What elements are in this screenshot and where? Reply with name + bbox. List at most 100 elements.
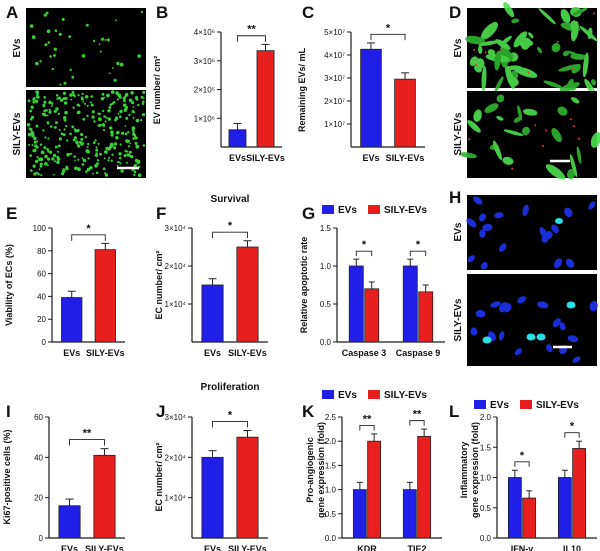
ev-dot bbox=[484, 51, 487, 54]
bar-evs bbox=[360, 48, 382, 148]
x-tick-label: SILY-EVs bbox=[86, 348, 125, 358]
vesicle-dot bbox=[113, 142, 118, 146]
vesicle-dot bbox=[47, 122, 50, 125]
bar-sily-evs bbox=[256, 50, 275, 148]
ev-dot bbox=[577, 137, 580, 140]
ev-dot bbox=[592, 12, 595, 15]
vesicle-dot bbox=[92, 141, 96, 145]
endothelial-cell bbox=[587, 27, 593, 40]
nucleus bbox=[552, 318, 561, 328]
vesicle-dot bbox=[54, 145, 58, 149]
nucleus bbox=[494, 212, 504, 219]
y-axis-label: Ki67-positive cells (%) bbox=[2, 429, 12, 524]
significance-bracket bbox=[212, 420, 248, 428]
vesicle-dot bbox=[134, 141, 138, 145]
vesicle-dot bbox=[115, 91, 119, 95]
x-tick-label: SILY-EVs bbox=[85, 544, 124, 551]
nucleus bbox=[504, 303, 512, 313]
x-tick-label: EVs bbox=[204, 544, 221, 551]
vesicle-dot bbox=[40, 174, 43, 177]
vesicle-dot bbox=[82, 117, 86, 121]
vesicle-dot bbox=[52, 173, 55, 176]
significance-bracket bbox=[69, 439, 105, 446]
vesicle-dot bbox=[119, 62, 124, 67]
chart-i: 0 20 40 60 Ki67-positive cells (%) EVs SILY-EV… bbox=[2, 413, 125, 551]
vesicle-dot bbox=[97, 124, 100, 127]
x-tick-label: EVs bbox=[362, 153, 379, 163]
vesicle-dot bbox=[103, 115, 106, 118]
micrograph-label: EVs bbox=[453, 38, 464, 57]
y-tick-label: 100 bbox=[33, 224, 47, 233]
endothelial-cell bbox=[492, 140, 503, 161]
vesicle-dot bbox=[94, 163, 98, 168]
vesicle-dot bbox=[33, 140, 37, 144]
vesicle-dot bbox=[60, 132, 64, 136]
vesicle-dot bbox=[93, 39, 96, 43]
vesicle-dot bbox=[101, 37, 105, 40]
significance-bracket bbox=[370, 33, 406, 41]
y-axis-label-line: Pro-angiogenic bbox=[305, 437, 315, 503]
vesicle-dot bbox=[137, 103, 140, 107]
micrograph-label: SILY-EVs bbox=[453, 112, 464, 155]
vesicle-dot bbox=[117, 94, 121, 97]
significance-marker: * bbox=[416, 239, 421, 251]
vesicle-dot bbox=[134, 163, 137, 167]
ki67-positive-nucleus bbox=[555, 218, 563, 224]
vesicle-dot bbox=[134, 136, 138, 140]
ki67-positive-nucleus bbox=[526, 333, 536, 341]
vesicle-dot bbox=[46, 29, 51, 33]
vesicle-dot bbox=[140, 119, 143, 122]
vesicle-dot bbox=[107, 159, 110, 162]
significance-marker: ** bbox=[413, 409, 422, 421]
vesicle-dot bbox=[124, 149, 128, 153]
vesicle-dot bbox=[132, 132, 136, 137]
endothelial-cell bbox=[473, 109, 482, 122]
endothelial-cell bbox=[562, 50, 569, 57]
vesicle-dot bbox=[111, 102, 115, 105]
vesicle-dot bbox=[131, 101, 135, 105]
vesicle-dot bbox=[108, 106, 112, 109]
y-axis-label: Remaining EVs/ mL bbox=[297, 47, 307, 132]
vesicle-dot bbox=[115, 19, 117, 22]
vesicle-dot bbox=[124, 153, 127, 156]
vesicle-dot bbox=[54, 160, 57, 163]
vesicle-dot bbox=[58, 129, 61, 131]
panel-letter-h: H bbox=[449, 188, 461, 207]
nucleus bbox=[589, 300, 598, 312]
vesicle-dot bbox=[42, 103, 46, 108]
vesicle-dot bbox=[82, 158, 87, 163]
vesicle-dot bbox=[113, 78, 117, 82]
vesicle-dot bbox=[129, 142, 132, 145]
vesicle-dot bbox=[72, 106, 75, 109]
x-tick-label: TIE2 bbox=[407, 544, 426, 551]
vesicle-dot bbox=[54, 126, 57, 129]
micrograph-label: SILY-EVs bbox=[453, 298, 464, 341]
micrograph-d-evs bbox=[465, 2, 598, 96]
vesicle-dot bbox=[104, 38, 107, 41]
chart-legend: EVs SILY-EVs bbox=[322, 390, 427, 401]
endothelial-cell bbox=[522, 108, 538, 116]
x-tick-label: SILY-EVs bbox=[228, 348, 267, 358]
legend-label-sily: SILY-EVs bbox=[384, 390, 427, 401]
ev-dot bbox=[571, 68, 574, 71]
vesicle-dot bbox=[118, 156, 122, 160]
endothelial-cell bbox=[570, 20, 579, 33]
vesicle-dot bbox=[99, 152, 102, 156]
y-tick-label: 1×10⁷ bbox=[324, 120, 345, 129]
vesicle-dot bbox=[105, 116, 108, 119]
nucleus bbox=[479, 229, 486, 238]
y-tick-label: 60 bbox=[37, 270, 46, 279]
vesicle-dot bbox=[135, 118, 140, 123]
vesicle-dot bbox=[128, 98, 133, 103]
vesicle-dot bbox=[50, 105, 53, 107]
vesicle-dot bbox=[107, 117, 112, 121]
vesicle-dot bbox=[86, 23, 89, 27]
y-tick-label: 1.0 bbox=[325, 486, 337, 495]
vesicle-dot bbox=[128, 150, 132, 154]
vesicle-dot bbox=[142, 144, 146, 147]
vesicle-dot bbox=[124, 132, 128, 136]
ev-dot bbox=[545, 129, 548, 132]
bar-sily-evs bbox=[236, 436, 259, 539]
vesicle-dot bbox=[56, 150, 60, 153]
vesicle-dot bbox=[73, 155, 76, 158]
